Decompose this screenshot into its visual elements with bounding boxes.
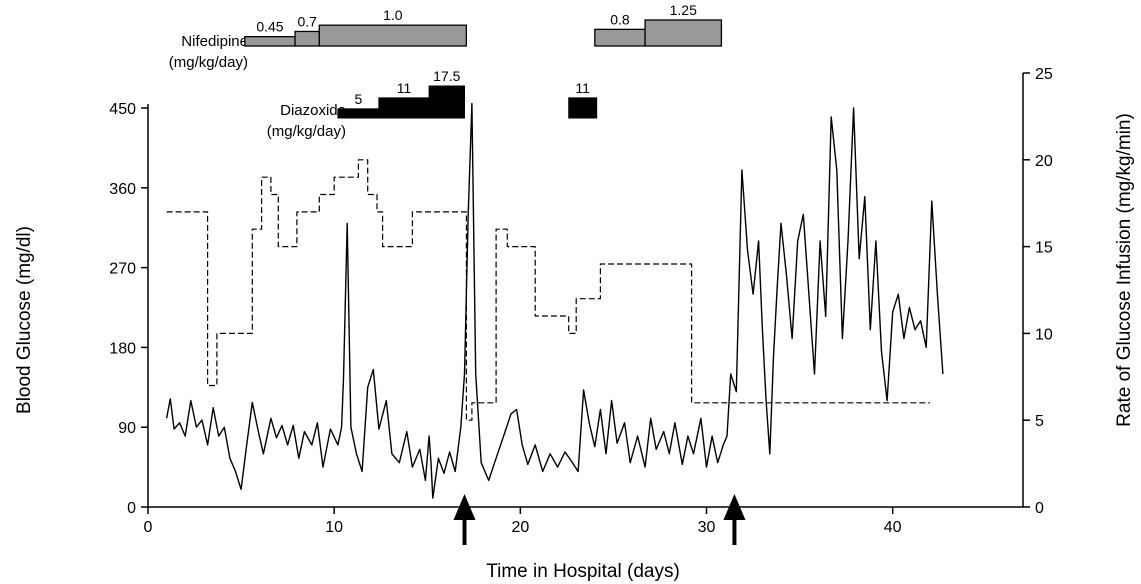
right-tick-label: 0	[1035, 500, 1044, 517]
diazoxide-dose-bar	[568, 97, 598, 119]
left-axis-label: Blood Glucose (mg/dl)	[14, 226, 35, 414]
arrow-head	[453, 494, 476, 520]
nifedipine-dose-label: 0.8	[610, 11, 630, 27]
nifedipine-dose-label: 1.25	[670, 2, 697, 18]
nifedipine-dose-bar	[244, 35, 296, 47]
x-tick-label: 10	[325, 519, 343, 536]
nifedipine-dose-bar	[644, 19, 723, 47]
left-tick-label: 270	[109, 261, 136, 278]
diazoxide-dose-bar	[378, 97, 430, 119]
diazoxide-dose-bar	[428, 85, 465, 119]
right-tick-label: 5	[1035, 413, 1044, 430]
infusion-rate-line	[166, 159, 930, 421]
diazoxide-dose-bar	[337, 108, 380, 119]
left-ticks: 0 90 180 270 360 450	[109, 101, 148, 517]
nifedipine-unit-label: (mg/kg/day)	[169, 54, 248, 71]
nifedipine-dose-bar	[594, 28, 646, 47]
x-tick-label: 20	[511, 519, 529, 536]
diazoxide-unit-label: (mg/kg/day)	[267, 123, 346, 140]
right-tick-label: 15	[1035, 240, 1053, 257]
diazoxide-dose-label: 11	[575, 80, 590, 96]
right-tick-label: 25	[1035, 66, 1053, 83]
right-ticks: 0 5 10 15 20 25	[1023, 66, 1053, 517]
nifedipine-dose-label: 1.0	[383, 7, 403, 23]
right-y-axis: 0 5 10 15 20 25	[1022, 66, 1053, 517]
left-tick-label: 180	[109, 340, 136, 357]
x-tick-label: 0	[144, 519, 153, 536]
diazoxide-dose-label: 5	[354, 91, 362, 107]
left-tick-label: 360	[109, 181, 136, 198]
nifedipine-dose-label: 0.45	[256, 19, 283, 35]
arrow-head	[723, 494, 746, 520]
x-tick-label: 30	[698, 519, 716, 536]
left-tick-label: 0	[127, 500, 136, 517]
blood-glucose-line	[165, 102, 944, 499]
right-tick-label: 20	[1035, 153, 1053, 170]
right-tick-label: 10	[1035, 326, 1053, 343]
nifedipine-dose-bar	[318, 24, 468, 47]
nifedipine-dose-bar	[294, 30, 320, 47]
diazoxide-dose-label: 11	[397, 80, 412, 96]
nifedipine-label: Nifedipine	[181, 33, 248, 50]
diazoxide-label: Diazoxide	[280, 102, 346, 119]
diazoxide-dose-label: 17.5	[433, 68, 460, 84]
x-axis: 0 10 20 30 40	[144, 506, 1023, 536]
x-tick-label: 40	[884, 519, 902, 536]
nifedipine-dose-label: 0.7	[297, 13, 317, 29]
arrow-markers	[453, 494, 746, 545]
x-ticks: 0 10 20 30 40	[144, 507, 902, 536]
left-tick-label: 450	[109, 101, 136, 118]
right-axis-label: Rate of Glucose Infusion (mg/kg/min)	[1114, 113, 1135, 427]
plot-area	[165, 102, 944, 499]
left-y-axis: 0 90 180 270 360 450	[109, 101, 149, 517]
left-tick-label: 90	[118, 420, 136, 437]
treatment-bars: Nifedipine (mg/kg/day) Diazoxide (mg/kg/…	[169, 2, 723, 140]
x-axis-label: Time in Hospital (days)	[486, 561, 680, 582]
